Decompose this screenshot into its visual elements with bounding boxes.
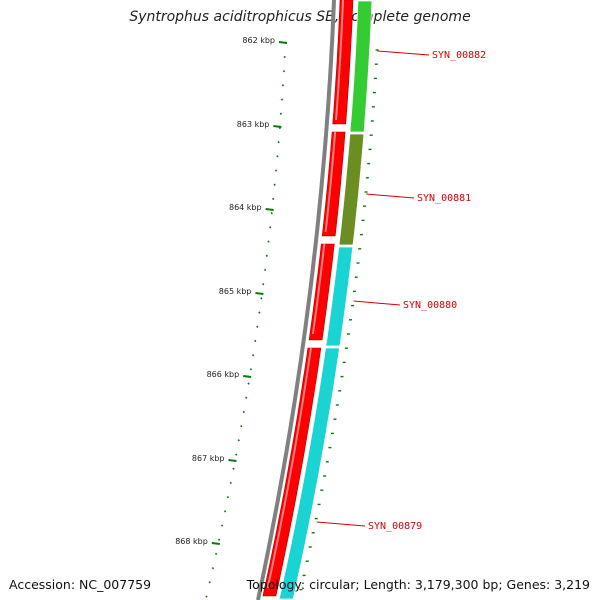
forward-gene[interactable] xyxy=(332,0,354,125)
ruler-tick xyxy=(240,424,243,428)
kbp-label: 868 kbp xyxy=(175,537,208,546)
svg-text:SYN_00880: SYN_00880 xyxy=(403,300,457,311)
ruler-tick xyxy=(282,69,286,73)
ruler-tick xyxy=(226,495,230,499)
ruler-tick xyxy=(269,226,272,229)
ruler-tick xyxy=(263,268,267,272)
ruler-major-tick xyxy=(273,125,282,128)
ruler-tick xyxy=(276,155,279,158)
reverse-gene[interactable] xyxy=(349,0,373,133)
reverse-gene[interactable] xyxy=(325,246,354,347)
kbp-label: 862 kbp xyxy=(242,36,275,45)
ruler-major-tick xyxy=(243,375,252,378)
ruler-tick xyxy=(279,112,283,115)
ruler-tick xyxy=(217,538,221,541)
ruler-tick xyxy=(249,368,253,371)
ruler-major-tick xyxy=(278,41,288,44)
ruler-tick xyxy=(232,467,235,470)
kbp-ruler: 862 kbp 863 kbp 864 kbp 865 kbp 866 kbp 867 k… xyxy=(175,36,379,598)
ruler-tick xyxy=(229,481,232,485)
ruler-tick xyxy=(280,98,284,101)
ruler-tick xyxy=(277,140,280,144)
kbp-label: 863 kbp xyxy=(237,120,270,129)
gene-label-syn_00879[interactable]: SYN_00879 xyxy=(316,521,422,532)
kbp-label: 864 kbp xyxy=(229,203,262,212)
reverse-gene[interactable] xyxy=(338,133,365,246)
ruler-tick xyxy=(265,254,268,257)
ruler-tick xyxy=(267,240,270,243)
ruler-tick xyxy=(214,552,218,556)
forward-strand-track xyxy=(262,0,354,597)
svg-text:SYN_00881: SYN_00881 xyxy=(417,193,471,204)
ruler-tick xyxy=(235,453,238,456)
gene-labels: SYN_00882 SYN_00881 SYN_00880 SYN_00879 xyxy=(316,50,486,532)
forward-gene[interactable] xyxy=(262,347,322,597)
map-title: Syntrophus aciditrophicus SB, complete g… xyxy=(129,9,471,25)
genome-summary-text: Topology: circular; Length: 3,179,300 bp… xyxy=(246,577,590,592)
ruler-major-tick xyxy=(228,459,237,462)
gene-label-syn_00882[interactable]: SYN_00882 xyxy=(377,50,486,61)
ruler-tick xyxy=(273,183,276,186)
ruler-tick xyxy=(251,353,255,357)
ruler-tick xyxy=(260,297,263,300)
svg-text:SYN_00882: SYN_00882 xyxy=(432,50,486,61)
kbp-label: 866 kbp xyxy=(207,370,240,379)
reverse-strand-track xyxy=(278,0,373,600)
forward-gene[interactable] xyxy=(321,131,346,237)
ruler-tick xyxy=(205,595,208,598)
ruler-tick xyxy=(247,382,250,385)
ruler-major-tick xyxy=(255,292,264,295)
accession-text: Accession: NC_007759 xyxy=(9,577,152,592)
ruler-major-tick xyxy=(211,542,220,545)
ruler-tick xyxy=(258,311,261,314)
ruler-tick xyxy=(256,325,259,328)
forward-gene[interactable] xyxy=(308,243,335,341)
reverse-gene[interactable] xyxy=(278,347,341,600)
ruler-tick xyxy=(237,439,240,442)
ruler-tick xyxy=(223,510,227,513)
ruler-tick xyxy=(208,581,211,584)
ruler-tick xyxy=(281,84,285,87)
ruler-tick xyxy=(245,396,248,399)
ruler-tick xyxy=(270,211,273,215)
ruler-tick xyxy=(262,282,265,286)
ruler-tick xyxy=(283,55,286,59)
gene-label-syn_00881[interactable]: SYN_00881 xyxy=(366,193,471,204)
ruler-tick xyxy=(220,524,224,527)
backbone-line xyxy=(256,0,336,600)
gene-label-syn_00880[interactable]: SYN_00880 xyxy=(353,300,457,311)
svg-text:SYN_00879: SYN_00879 xyxy=(368,521,422,532)
ruler-tick xyxy=(254,339,257,343)
ruler-tick xyxy=(272,197,275,201)
ruler-major-tick xyxy=(265,208,274,211)
backbone-track xyxy=(256,0,336,600)
kbp-label: 865 kbp xyxy=(219,287,252,296)
ruler-tick xyxy=(242,410,245,414)
ruler-tick xyxy=(274,169,278,172)
kbp-label: 867 kbp xyxy=(192,454,225,463)
ruler-tick xyxy=(211,566,215,570)
